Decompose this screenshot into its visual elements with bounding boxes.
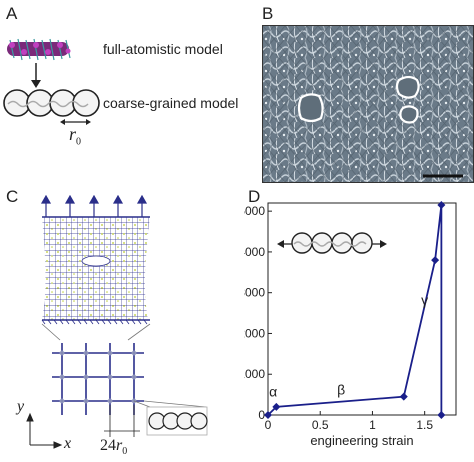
membrane-mesh-icon [41,216,150,325]
inset-bead-chain-icon [277,232,387,254]
y-tick-label: 3000 [244,286,265,300]
y-axis-symbol: y [17,398,25,415]
panel-c-figure [26,195,208,449]
data-point [399,392,408,401]
phase-annotation: γ [421,292,428,308]
data-point [437,411,446,419]
atomistic-helix-icon [7,38,71,61]
plot-frame [267,202,457,416]
spacing-label: 24r0 [100,437,127,457]
spacing-sub: 0 [122,446,128,458]
data-point [437,201,446,210]
y-tick-label: 0 [258,408,265,422]
panel-a-letter: A [6,4,18,23]
data-point [431,256,440,265]
data-point [272,402,281,411]
spacing-coef: 24 [100,437,116,454]
x-tick-label: 0 [265,418,272,432]
y-tick-label: 1000 [244,367,265,381]
panel-a-figure [3,38,100,125]
x-tick-label: 0.5 [312,418,329,432]
x-axis-label: engineering strain [310,433,413,448]
x-axis-symbol: x [64,435,72,452]
panel-b-letter: B [262,4,274,23]
r0-label: r0 [69,124,81,148]
data-point [264,411,272,419]
full-atomistic-label: full-atomistic model [103,41,223,57]
panel-d-letter: D [248,187,261,206]
r0-sub: 0 [76,136,82,148]
coarse-grained-beads-icon [3,89,100,125]
phase-annotation: α [269,384,277,400]
y-tick-label: 4000 [244,245,265,259]
x-tick-label: 1 [369,418,376,432]
panel-c-letter: C [6,187,19,206]
y-tick-label: 2000 [244,326,265,340]
zoomed-lattice-icon [52,343,144,415]
bead-chain-icon [148,412,208,430]
r0-symbol: r [69,124,77,144]
xy-axes-icon [26,412,63,449]
phase-annotation: β [337,382,345,398]
x-tick-label: 1.5 [416,418,433,432]
spacing-symbol: r [116,437,123,454]
coarse-grained-label: coarse-grained model [103,95,239,111]
load-arrows-icon [40,195,148,217]
micrograph-image [262,25,474,183]
